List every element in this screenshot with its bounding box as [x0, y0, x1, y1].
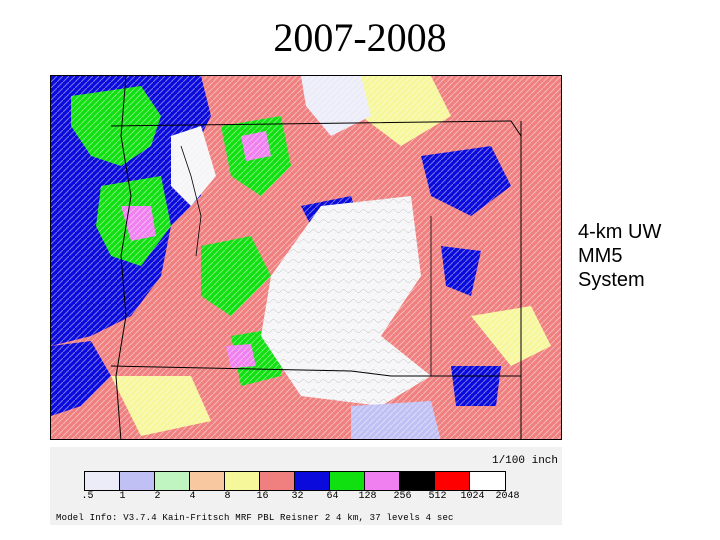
legend-swatch [330, 472, 365, 490]
legend-swatch [400, 472, 435, 490]
legend-swatch [155, 472, 190, 490]
legend-swatch [470, 472, 505, 490]
legend-swatch [365, 472, 400, 490]
map-caption: 4-km UW MM5 System [578, 220, 708, 292]
legend-swatch [190, 472, 225, 490]
legend-label: 2048 [495, 491, 520, 502]
legend-label: 64 [326, 491, 339, 502]
model-info: Model Info: V3.7.4 Kain-Fritsch MRF PBL … [56, 513, 454, 523]
legend-label: 4 [189, 491, 196, 502]
caption-line-2: MM5 [578, 245, 623, 267]
precip-legend: 1/100 inch .5 1 2 4 8 16 32 64 128 256 512 1024 2048… [50, 447, 562, 525]
legend-swatch [120, 472, 155, 490]
legend-label: 2 [154, 491, 161, 502]
legend-label: 32 [291, 491, 304, 502]
precipitation-map-graphic [51, 76, 561, 439]
precipitation-map [50, 75, 562, 440]
legend-label: .5 [81, 491, 94, 502]
slide-title: 2007-2008 [273, 15, 447, 60]
caption-line-1: 4-km UW [578, 221, 662, 243]
legend-label: 16 [256, 491, 269, 502]
legend-swatch [435, 472, 470, 490]
legend-labels: .5 1 2 4 8 16 32 64 128 256 512 1024 2048 [70, 491, 525, 502]
caption-line-3: System [578, 269, 645, 291]
legend-swatch [260, 472, 295, 490]
legend-label: 256 [393, 491, 412, 502]
legend-swatch [225, 472, 260, 490]
legend-units: 1/100 inch [491, 455, 558, 467]
legend-label: 128 [358, 491, 377, 502]
legend-swatch [85, 472, 120, 490]
legend-label: 1 [119, 491, 126, 502]
legend-swatch [295, 472, 330, 490]
legend-label: 512 [428, 491, 447, 502]
legend-label: 8 [224, 491, 231, 502]
legend-label: 1024 [460, 491, 485, 502]
legend-colorbar [84, 471, 506, 491]
